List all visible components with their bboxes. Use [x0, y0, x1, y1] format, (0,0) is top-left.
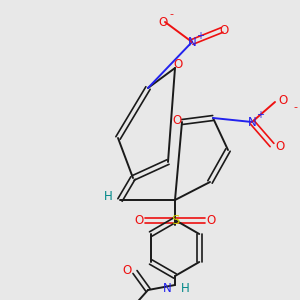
Text: -: - — [293, 102, 297, 112]
Text: O: O — [275, 140, 285, 154]
Text: O: O — [158, 16, 168, 28]
Text: N: N — [188, 35, 196, 49]
Text: N: N — [163, 281, 171, 295]
Text: +: + — [256, 110, 264, 120]
Text: O: O — [122, 263, 132, 277]
Text: +: + — [196, 31, 204, 41]
Text: O: O — [172, 113, 182, 127]
Text: O: O — [134, 214, 144, 226]
Text: O: O — [173, 58, 183, 70]
Text: O: O — [278, 94, 288, 106]
Text: -: - — [169, 9, 173, 19]
Text: S: S — [171, 214, 179, 226]
Text: H: H — [181, 281, 189, 295]
Text: O: O — [219, 23, 229, 37]
Text: N: N — [248, 116, 256, 128]
Text: H: H — [103, 190, 112, 203]
Text: O: O — [206, 214, 216, 226]
